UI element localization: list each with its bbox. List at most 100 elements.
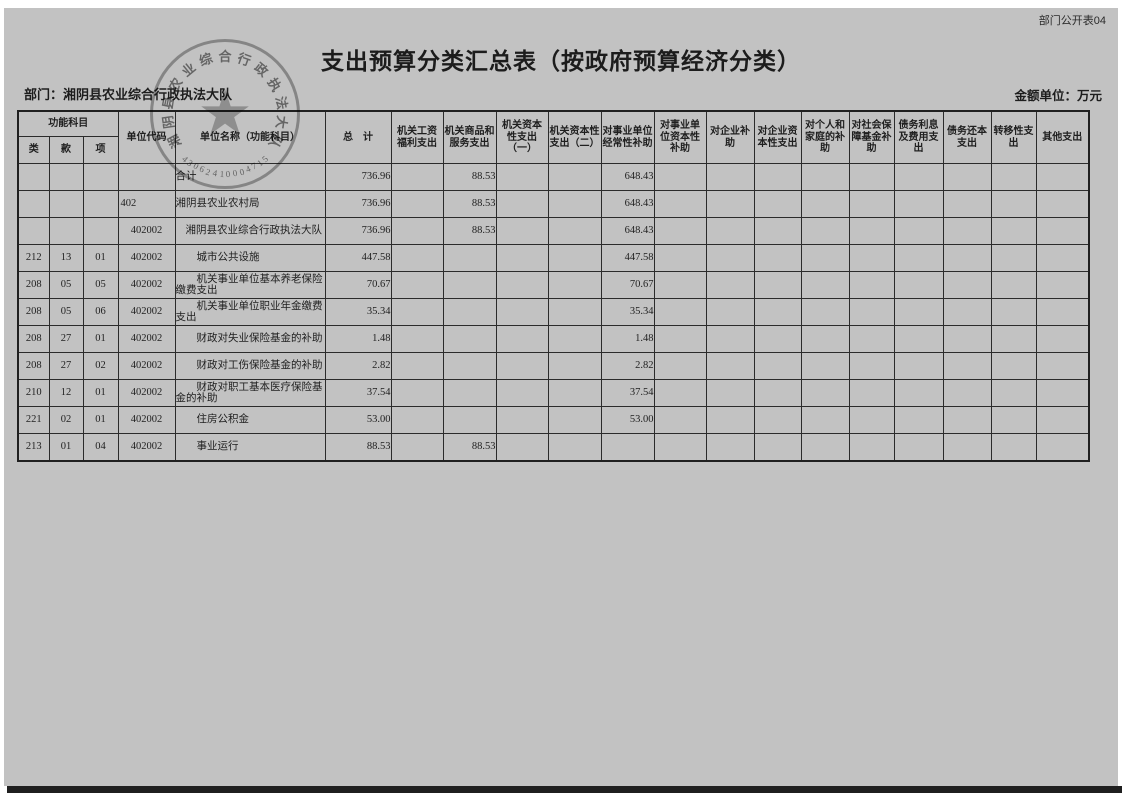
- cell-capital-subsidy: [653, 271, 707, 299]
- cell-individual-family: [800, 298, 850, 326]
- table-row: 208 05 05 402002 机关事业单位基本养老保险缴费支出 70.67 …: [17, 271, 1090, 299]
- cell-debt-interest: [893, 406, 944, 434]
- cell-recurrent-subsidy: 70.67: [600, 271, 655, 299]
- cell-goods-services: [442, 325, 497, 353]
- cell-unit-name: 财政对职工基本医疗保险基金的补助: [174, 379, 326, 407]
- cell-debt-interest: [893, 163, 944, 191]
- cell-debt-principal: [942, 298, 992, 326]
- cell-debt-interest: [893, 433, 944, 462]
- cell-unit-code: 402002: [117, 244, 176, 272]
- cell-unit-name: 财政对失业保险基金的补助: [174, 325, 326, 353]
- header-col-13: 转移性支出: [990, 110, 1037, 164]
- cell-goods-services: [442, 352, 497, 380]
- cell-capital-2: [547, 352, 602, 380]
- cell-other: [1035, 244, 1090, 272]
- cell-wage-welfare: [390, 352, 444, 380]
- cell-unit-name: 机关事业单位基本养老保险缴费支出: [174, 271, 326, 299]
- cell-capital-subsidy: [653, 352, 707, 380]
- budget-table: 功能科目 单位代码 单位名称（功能科目） 总 计 机关工资福利支出 机关商品和服…: [17, 110, 1090, 462]
- cell-total: 447.58: [324, 244, 392, 272]
- cell-goods-services: 88.53: [442, 163, 497, 191]
- table-row: 210 12 01 402002 财政对职工基本医疗保险基金的补助 37.54 …: [17, 379, 1090, 407]
- cell-capital-1: [495, 379, 549, 407]
- cell-transfer: [990, 406, 1037, 434]
- cell-func-section: 05: [48, 298, 84, 326]
- cell-debt-interest: [893, 217, 944, 245]
- cell-individual-family: [800, 217, 850, 245]
- cell-recurrent-subsidy: 35.34: [600, 298, 655, 326]
- header-func-item: 项: [82, 136, 119, 164]
- cell-enterprise-capital: [753, 298, 802, 326]
- table-row: 213 01 04 402002 事业运行 88.53 88.53: [17, 433, 1090, 462]
- cell-debt-principal: [942, 244, 992, 272]
- cell-other: [1035, 163, 1090, 191]
- cell-recurrent-subsidy: 37.54: [600, 379, 655, 407]
- cell-capital-1: [495, 433, 549, 462]
- cell-debt-interest: [893, 244, 944, 272]
- cell-recurrent-subsidy: 1.48: [600, 325, 655, 353]
- cell-recurrent-subsidy: 648.43: [600, 217, 655, 245]
- page-title: 支出预算分类汇总表（按政府预算经济分类）: [321, 48, 801, 74]
- cell-social-security: [848, 406, 895, 434]
- cell-capital-2: [547, 325, 602, 353]
- cell-individual-family: [800, 244, 850, 272]
- cell-enterprise-capital: [753, 406, 802, 434]
- cell-debt-principal: [942, 163, 992, 191]
- cell-capital-1: [495, 271, 549, 299]
- header-func-class: 类: [17, 136, 50, 164]
- department-label: 部门：湘阴县农业综合行政执法大队: [24, 87, 233, 102]
- cell-recurrent-subsidy: [600, 433, 655, 462]
- cell-unit-code: 402002: [117, 352, 176, 380]
- cell-unit-code: 402002: [117, 298, 176, 326]
- cell-capital-2: [547, 379, 602, 407]
- cell-func-class: 208: [17, 325, 50, 353]
- cell-unit-code: 402002: [117, 217, 176, 245]
- header-col-5: 对事业单位经常性补助: [600, 110, 655, 164]
- table-row: 221 02 01 402002 住房公积金 53.00 53.00: [17, 406, 1090, 434]
- cell-unit-name: 机关事业单位职业年金缴费支出: [174, 298, 326, 326]
- cell-capital-2: [547, 190, 602, 218]
- cell-individual-family: [800, 190, 850, 218]
- cell-capital-1: [495, 352, 549, 380]
- cell-goods-services: 88.53: [442, 217, 497, 245]
- cell-unit-name: 财政对工伤保险基金的补助: [174, 352, 326, 380]
- cell-func-section: 05: [48, 271, 84, 299]
- header-unit-name: 单位名称（功能科目）: [174, 110, 326, 164]
- cell-other: [1035, 298, 1090, 326]
- cell-social-security: [848, 433, 895, 462]
- cell-debt-interest: [893, 325, 944, 353]
- amount-unit-label: 金额单位：万元: [1014, 89, 1102, 103]
- cell-wage-welfare: [390, 379, 444, 407]
- cell-capital-2: [547, 406, 602, 434]
- cell-func-class: 208: [17, 298, 50, 326]
- cell-unit-code: 402002: [117, 406, 176, 434]
- cell-debt-interest: [893, 379, 944, 407]
- cell-recurrent-subsidy: 53.00: [600, 406, 655, 434]
- cell-capital-1: [495, 217, 549, 245]
- cell-func-section: 13: [48, 244, 84, 272]
- cell-unit-code: 402002: [117, 325, 176, 353]
- cell-transfer: [990, 217, 1037, 245]
- cell-transfer: [990, 379, 1037, 407]
- cell-transfer: [990, 163, 1037, 191]
- cell-unit-code: 402: [117, 190, 176, 218]
- cell-goods-services: [442, 298, 497, 326]
- header-col-11: 债务利息及费用支出: [893, 110, 944, 164]
- cell-transfer: [990, 298, 1037, 326]
- cell-enterprise-capital: [753, 244, 802, 272]
- cell-debt-principal: [942, 325, 992, 353]
- cell-debt-principal: [942, 406, 992, 434]
- cell-capital-subsidy: [653, 190, 707, 218]
- cell-func-class: 212: [17, 244, 50, 272]
- table-body: 合计 736.96 88.53 648.43 402 湘阴县农业农村局 736.…: [17, 163, 1090, 462]
- header-col-12: 债务还本支出: [942, 110, 992, 164]
- cell-social-security: [848, 163, 895, 191]
- cell-capital-2: [547, 244, 602, 272]
- header-col-7: 对企业补助: [705, 110, 755, 164]
- cell-capital-1: [495, 163, 549, 191]
- cell-transfer: [990, 325, 1037, 353]
- cell-func-section: [48, 190, 84, 218]
- cell-enterprise-capital: [753, 271, 802, 299]
- cell-capital-1: [495, 244, 549, 272]
- cell-wage-welfare: [390, 244, 444, 272]
